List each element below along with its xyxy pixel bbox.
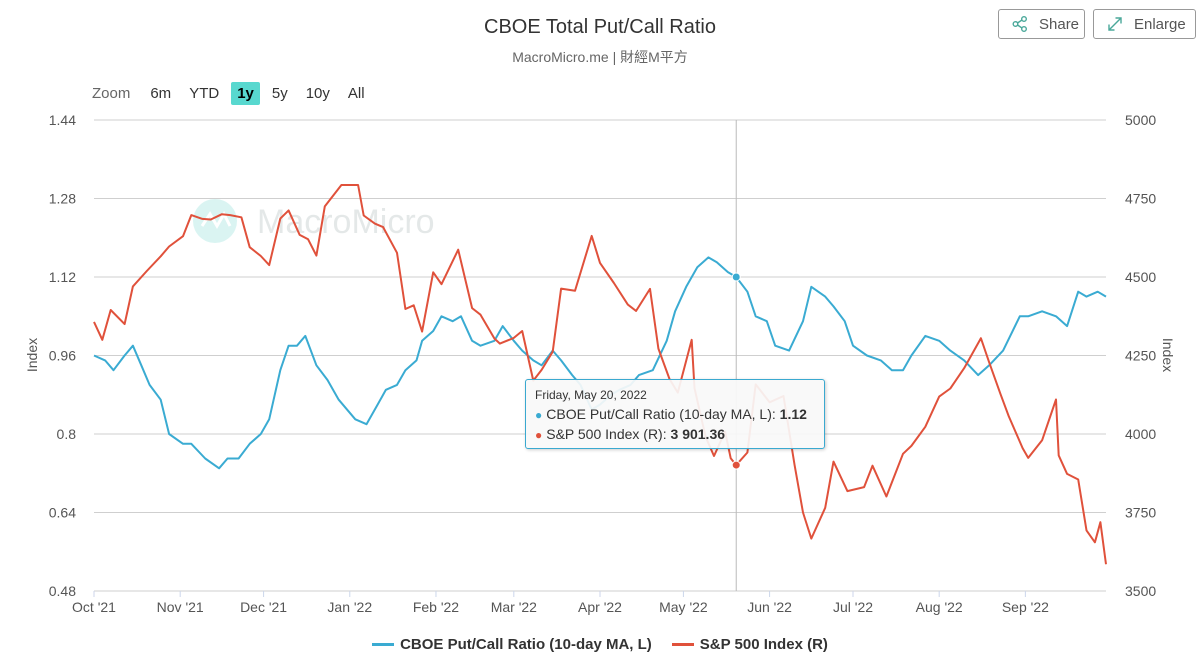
tooltip-row-putcall: ● CBOE Put/Call Ratio (10-day MA, L): 1.1…: [535, 405, 815, 425]
hover-marker-putcall: [731, 272, 741, 282]
tooltip-row-sp500: ● S&P 500 Index (R): 3 901.36: [535, 425, 815, 445]
y-right-tick-label-1: 3750: [1125, 505, 1156, 521]
zoom-option-1y[interactable]: 1y: [231, 81, 260, 105]
y-axis-left: 0.48 0.64 0.8 0.96 1.12 1.28 1.44: [49, 112, 76, 599]
y-left-tick-label-1: 0.64: [49, 505, 76, 521]
expand-icon: [1106, 15, 1124, 33]
zoom-selector: Zoom 6m YTD 1y 5y 10y All: [92, 80, 377, 106]
tooltip-dot-putcall: ●: [535, 408, 543, 422]
y-right-tick-label-4: 4500: [1125, 269, 1156, 285]
grid: [94, 119, 1106, 592]
y-right-tick-label-0: 3500: [1125, 583, 1156, 599]
chart-title: CBOE Total Put/Call Ratio: [484, 16, 716, 38]
hover-marker-sp500: [731, 460, 741, 470]
enlarge-label: Enlarge: [1134, 15, 1186, 33]
legend-label-sp500: S&P 500 Index (R): [699, 636, 828, 653]
share-label: Share: [1039, 15, 1080, 33]
x-tick-label-7: May '22: [659, 599, 708, 615]
legend: CBOE Put/Call Ratio (10-day MA, L) S&P 5…: [0, 636, 1200, 653]
share-icon: [1011, 15, 1029, 33]
zoom-label: Zoom: [92, 84, 131, 102]
x-tick-label-1: Nov '21: [157, 599, 204, 615]
zoom-option-ytd[interactable]: YTD: [189, 84, 220, 102]
y-axis-right-label: Index: [1160, 338, 1176, 372]
x-axis: Oct '21 Nov '21 Dec '21 Jan '22 Feb '22 Mar '…: [72, 591, 1049, 615]
x-tick-label-5: Mar '22: [491, 599, 537, 615]
tooltip: Friday, May 20, 2022 ● CBOE Put/Call Rati…: [525, 379, 825, 449]
y-right-tick-label-3: 4250: [1125, 348, 1156, 364]
y-right-tick-label-5: 4750: [1125, 191, 1156, 207]
series-layer: [93, 184, 1107, 565]
legend-label-putcall: CBOE Put/Call Ratio (10-day MA, L): [400, 636, 652, 653]
y-left-tick-label-3: 0.96: [49, 348, 76, 364]
watermark-logo-mark: [200, 210, 232, 229]
tooltip-sp500-value: 3 901.36: [670, 426, 726, 442]
zoom-option-6m[interactable]: 6m: [150, 84, 172, 102]
y-right-tick-label-6: 5000: [1125, 112, 1156, 128]
zoom-option-all[interactable]: All: [347, 84, 365, 102]
y-left-tick-label-2: 0.8: [57, 426, 77, 442]
watermark: MacroMicro: [193, 199, 435, 243]
y-axis-left-label: Index: [24, 338, 40, 372]
share-button[interactable]: Share: [998, 9, 1085, 39]
tooltip-putcall-label: CBOE Put/Call Ratio (10-day MA, L):: [546, 406, 776, 422]
y-right-tick-label-2: 4000: [1125, 426, 1156, 442]
x-tick-label-4: Feb '22: [413, 599, 459, 615]
x-tick-label-3: Jan '22: [327, 599, 372, 615]
zoom-option-10y[interactable]: 10y: [305, 84, 330, 102]
y-left-tick-label-6: 1.44: [49, 112, 76, 128]
watermark-text: MacroMicro: [257, 203, 435, 241]
x-tick-label-2: Dec '21: [240, 599, 287, 615]
legend-item-sp500[interactable]: S&P 500 Index (R): [671, 636, 828, 653]
series-line-sp500[interactable]: [93, 184, 1107, 565]
legend-swatch-putcall: [372, 643, 395, 646]
zoom-option-5y[interactable]: 5y: [271, 84, 288, 102]
x-tick-label-6: Apr '22: [578, 599, 622, 615]
enlarge-button[interactable]: Enlarge: [1093, 9, 1196, 39]
y-left-tick-label-0: 0.48: [49, 583, 76, 599]
watermark-logo-icon: [193, 199, 237, 243]
y-left-tick-label-5: 1.28: [49, 191, 76, 207]
y-axis-right: 3500 3750 4000 4250 4500 4750 5000: [1125, 112, 1156, 599]
tooltip-sp500-label: S&P 500 Index (R):: [546, 426, 667, 442]
x-tick-label-11: Sep '22: [1002, 599, 1049, 615]
tooltip-date: Friday, May 20, 2022: [535, 388, 647, 402]
x-tick-label-10: Aug '22: [916, 599, 963, 615]
x-tick-label-0: Oct '21: [72, 599, 116, 615]
tooltip-putcall-value: 1.12: [779, 406, 807, 422]
y-left-tick-label-4: 1.12: [49, 269, 76, 285]
tooltip-dot-sp500: ●: [535, 428, 543, 442]
legend-swatch-sp500: [671, 643, 694, 646]
x-tick-label-8: Jun '22: [747, 599, 792, 615]
chart-subtitle: MacroMicro.me | 財經M平方: [512, 49, 688, 65]
legend-item-putcall[interactable]: CBOE Put/Call Ratio (10-day MA, L): [372, 636, 652, 653]
x-tick-label-9: Jul '22: [833, 599, 873, 615]
